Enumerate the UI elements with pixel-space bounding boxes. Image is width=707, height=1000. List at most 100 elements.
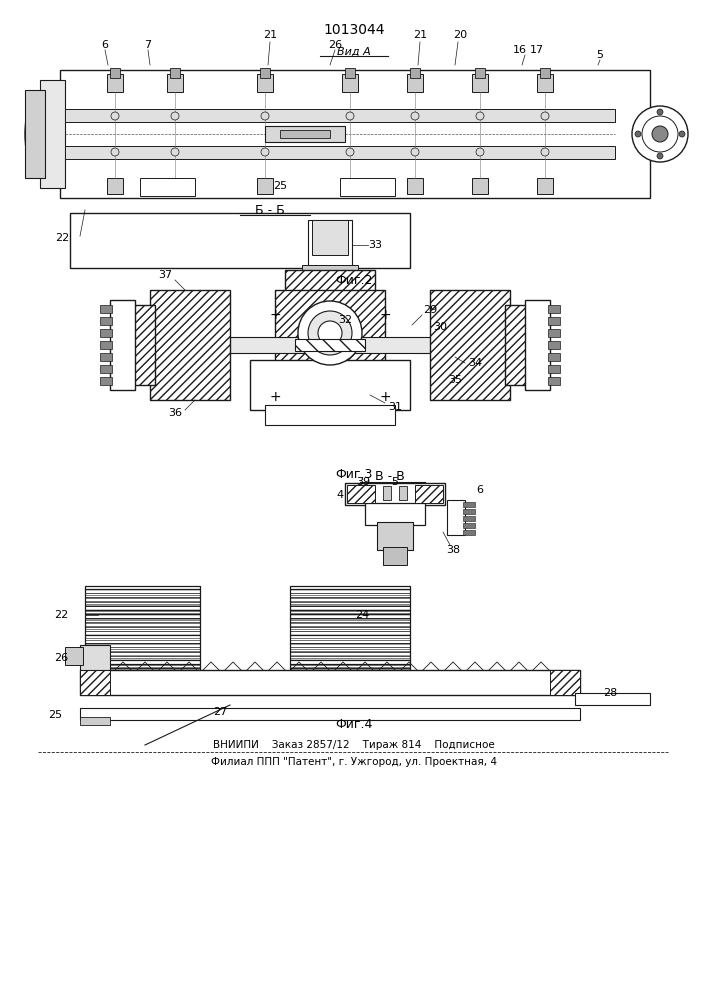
Bar <box>85 595 200 602</box>
Text: 22: 22 <box>54 610 68 620</box>
Bar <box>85 640 200 647</box>
Bar <box>265 405 395 425</box>
Circle shape <box>318 321 342 345</box>
Bar <box>85 586 200 593</box>
Bar <box>345 68 355 78</box>
Text: 27: 27 <box>213 707 227 717</box>
Bar <box>257 178 273 194</box>
Bar <box>548 353 560 361</box>
Bar <box>110 300 135 390</box>
Text: 20: 20 <box>453 30 467 40</box>
Text: 7: 7 <box>144 40 151 50</box>
Bar <box>302 265 358 273</box>
Bar <box>463 530 475 535</box>
Text: Фиг.3: Фиг.3 <box>335 468 373 482</box>
Bar <box>290 631 410 638</box>
Bar <box>290 640 410 647</box>
Circle shape <box>111 112 119 120</box>
Bar <box>290 586 410 593</box>
Bar <box>290 658 410 665</box>
Bar <box>377 522 413 550</box>
Bar <box>85 613 200 620</box>
Text: 38: 38 <box>446 545 460 555</box>
Bar <box>548 317 560 325</box>
Text: 28: 28 <box>603 688 617 698</box>
Text: 16: 16 <box>513 45 527 55</box>
Bar <box>505 305 530 385</box>
Circle shape <box>298 301 362 365</box>
Circle shape <box>635 131 641 137</box>
Bar <box>290 586 410 683</box>
Circle shape <box>261 148 269 156</box>
Bar <box>80 670 580 695</box>
Bar <box>170 68 180 78</box>
Bar <box>107 178 123 194</box>
Text: 36: 36 <box>168 408 182 418</box>
Bar <box>430 290 510 400</box>
Bar <box>312 220 348 255</box>
Circle shape <box>111 148 119 156</box>
Text: 22: 22 <box>55 233 69 243</box>
Bar <box>100 329 112 337</box>
Bar <box>65 146 615 159</box>
Bar <box>150 290 230 400</box>
Circle shape <box>171 148 179 156</box>
Text: Б - Б: Б - Б <box>255 204 285 217</box>
Text: 17: 17 <box>530 45 544 55</box>
Circle shape <box>679 131 685 137</box>
Bar <box>85 622 200 629</box>
Bar <box>290 613 410 620</box>
Text: 37: 37 <box>158 270 172 280</box>
Text: +: + <box>379 308 391 322</box>
Circle shape <box>657 109 663 115</box>
Bar <box>295 339 365 351</box>
Bar <box>100 377 112 385</box>
Bar <box>525 300 550 390</box>
Text: 25: 25 <box>48 710 62 720</box>
Bar <box>548 329 560 337</box>
Bar <box>342 178 358 194</box>
Circle shape <box>308 311 352 355</box>
Bar <box>537 178 553 194</box>
Bar <box>65 109 615 122</box>
Bar <box>100 365 112 373</box>
Bar <box>290 649 410 656</box>
Circle shape <box>411 148 419 156</box>
Text: В - В: В - В <box>375 471 405 484</box>
Bar <box>407 74 423 92</box>
Text: 35: 35 <box>448 375 462 385</box>
Bar <box>85 586 200 683</box>
Bar <box>575 693 650 705</box>
Bar <box>342 74 358 92</box>
Circle shape <box>541 148 549 156</box>
Circle shape <box>346 112 354 120</box>
Bar <box>347 485 375 503</box>
Bar <box>85 658 200 665</box>
Bar <box>70 213 410 268</box>
Bar <box>410 68 420 78</box>
Circle shape <box>261 112 269 120</box>
Bar <box>265 126 345 142</box>
Bar <box>463 516 475 521</box>
Text: 39: 39 <box>356 477 370 487</box>
Bar <box>537 74 553 92</box>
Bar <box>548 377 560 385</box>
Text: +: + <box>269 390 281 404</box>
Text: 29: 29 <box>423 305 437 315</box>
Bar <box>548 365 560 373</box>
Circle shape <box>657 153 663 159</box>
Text: Фиг.4: Фиг.4 <box>335 718 373 732</box>
Text: 24: 24 <box>355 610 369 620</box>
Bar <box>463 502 475 507</box>
Bar <box>167 178 183 194</box>
Text: 6: 6 <box>102 40 108 50</box>
Circle shape <box>346 148 354 156</box>
Circle shape <box>541 112 549 120</box>
Bar <box>167 74 183 92</box>
Text: 30: 30 <box>433 322 447 332</box>
Text: 5: 5 <box>392 477 399 487</box>
Text: 32: 32 <box>338 315 352 325</box>
Bar <box>548 341 560 349</box>
Bar <box>80 717 110 725</box>
Bar <box>290 595 410 602</box>
